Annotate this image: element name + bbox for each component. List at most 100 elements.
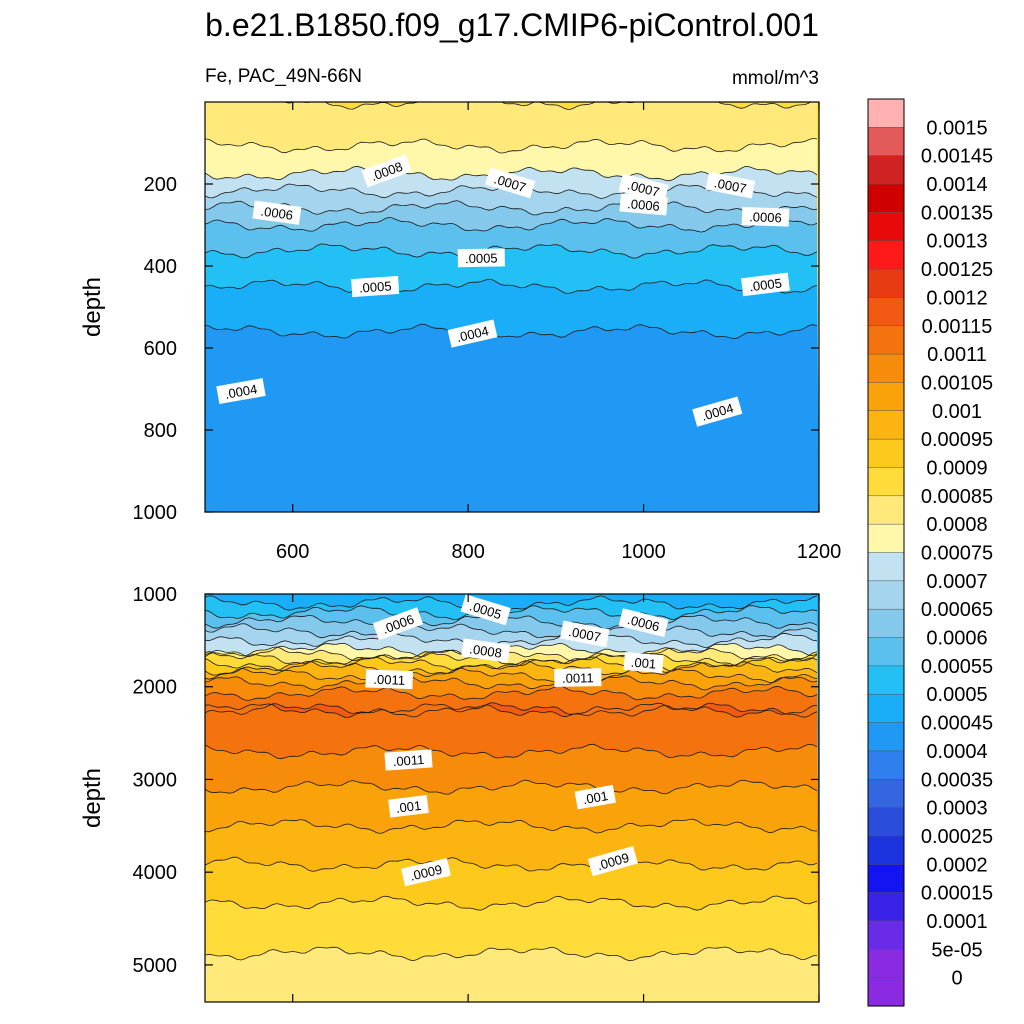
upper-plot-frame [204, 101, 820, 513]
contour-label: .0006 [741, 206, 790, 227]
colorbar-box [867, 807, 905, 837]
contour-label: .0004 [692, 396, 743, 427]
contour-label: .0011 [554, 668, 602, 687]
contour-line [205, 660, 818, 676]
contour-label: .0006 [252, 200, 302, 225]
contour-label: .001 [574, 784, 616, 810]
colorbar-label: 0.00015 [921, 883, 993, 905]
contour-label: .0008 [461, 638, 511, 663]
y-tick-label: 4000 [133, 862, 178, 884]
colorbar-box [867, 779, 905, 809]
contour-line [205, 946, 818, 962]
colorbar-box [867, 722, 905, 752]
colorbar-label: 0.0007 [926, 571, 987, 593]
colorbar-frame [867, 98, 905, 1007]
contour-label-box [692, 396, 743, 427]
colorbar-box [867, 410, 905, 440]
colorbar-box [867, 750, 905, 780]
colorbar: 0.0015 0.00145 0.0014 0.00135 0.0013 0.00125 0… [867, 98, 993, 1007]
contour-label-box [460, 594, 511, 626]
variable-label: Fe, PAC_49N-66N [205, 66, 362, 87]
contour-label-box [618, 608, 669, 638]
contour-label-text: .0005 [748, 275, 782, 294]
lower-panel: .0006.0005.0006.0007.0008.001.0011.0011.… [79, 584, 820, 1003]
colorbar-label: 0.0002 [926, 854, 987, 876]
contour-label-text: .0009 [409, 862, 444, 884]
contour-line [205, 216, 818, 233]
y-tick-label: 600 [144, 338, 177, 360]
colorbar-label: 0.0012 [926, 287, 987, 309]
contour-label-text: .0008 [468, 641, 502, 660]
contour-label-text: .0005 [358, 278, 392, 295]
contour-label-box [560, 620, 610, 648]
colorbar-label: 0.0004 [926, 741, 987, 763]
contour-label-text: .0011 [562, 670, 594, 686]
contour-label: .0005 [741, 272, 790, 297]
y-tick-label: 5000 [133, 955, 178, 977]
contour-label-text: .0006 [627, 196, 661, 214]
colorbar-box [867, 353, 905, 383]
colorbar-box [867, 183, 905, 213]
contour-label-box [587, 845, 638, 877]
colorbar-box [867, 835, 905, 865]
contour-label: .0006 [619, 193, 668, 216]
colorbar-box [867, 155, 905, 185]
lower-contour-lines [205, 595, 818, 962]
colorbar-box [867, 325, 905, 355]
contour-label-box [388, 795, 429, 818]
colorbar-box [867, 212, 905, 242]
contour-label-text: .001 [395, 798, 422, 816]
colorbar-label: 0.00115 [922, 316, 993, 338]
contour-label: .0007 [618, 173, 669, 203]
colorbar-box [867, 665, 905, 695]
contour-line [205, 323, 818, 339]
contour-label: .0011 [365, 669, 413, 690]
colorbar-label: 0.0006 [926, 628, 987, 650]
colorbar-label: 0.0009 [926, 458, 987, 480]
y-tick-label: 200 [144, 174, 177, 196]
colorbar-box [867, 693, 905, 724]
x-tick-label: 600 [276, 541, 309, 563]
contour-label: .0005 [457, 248, 505, 268]
contour-label: .0007 [705, 171, 756, 199]
contour-label-box [461, 638, 511, 663]
units-label: mmol/m^3 [732, 68, 819, 89]
contour-label-box [741, 206, 790, 227]
colorbar-box [867, 977, 905, 1007]
contour-line [205, 623, 818, 639]
contour-line [205, 651, 818, 667]
colorbar-box [867, 438, 905, 469]
contour-label-text: .0004 [455, 323, 490, 345]
contour-band [205, 324, 819, 512]
contour-label-text: .0007 [713, 175, 748, 196]
colorbar-box [867, 467, 905, 497]
contour-line [205, 642, 818, 658]
contour-label-text: .0005 [465, 251, 498, 267]
colorbar-box [867, 495, 905, 525]
colorbar-box [867, 98, 905, 128]
contour-label-box [401, 858, 451, 887]
contour-label-box [372, 607, 424, 641]
contour-line [205, 667, 818, 684]
colorbar-box [867, 382, 905, 412]
colorbar-label: 0.00095 [921, 429, 993, 451]
colorbar-label: 0.00045 [921, 713, 993, 735]
contour-label: .0005 [460, 594, 511, 626]
y-tick-label: 800 [144, 420, 177, 442]
contour-label: .0011 [384, 749, 433, 771]
contour-line [205, 243, 818, 259]
contour-line [205, 614, 818, 630]
contour-label: .0009 [401, 858, 451, 887]
contour-line [205, 605, 818, 621]
contour-label-text: .0004 [224, 381, 259, 401]
colorbar-box [867, 637, 905, 667]
contour-label-text: .0006 [260, 204, 294, 223]
contour-label-text: .0011 [392, 752, 425, 769]
lower-contour-fill [205, 594, 819, 1002]
contour-label: .0009 [587, 845, 638, 877]
contour-line [205, 743, 818, 760]
figure-title: b.e21.B1850.f09_g17.CMIP6-piControl.001 [205, 7, 819, 43]
contour-label-box [574, 784, 616, 810]
contour-band [205, 947, 819, 1002]
